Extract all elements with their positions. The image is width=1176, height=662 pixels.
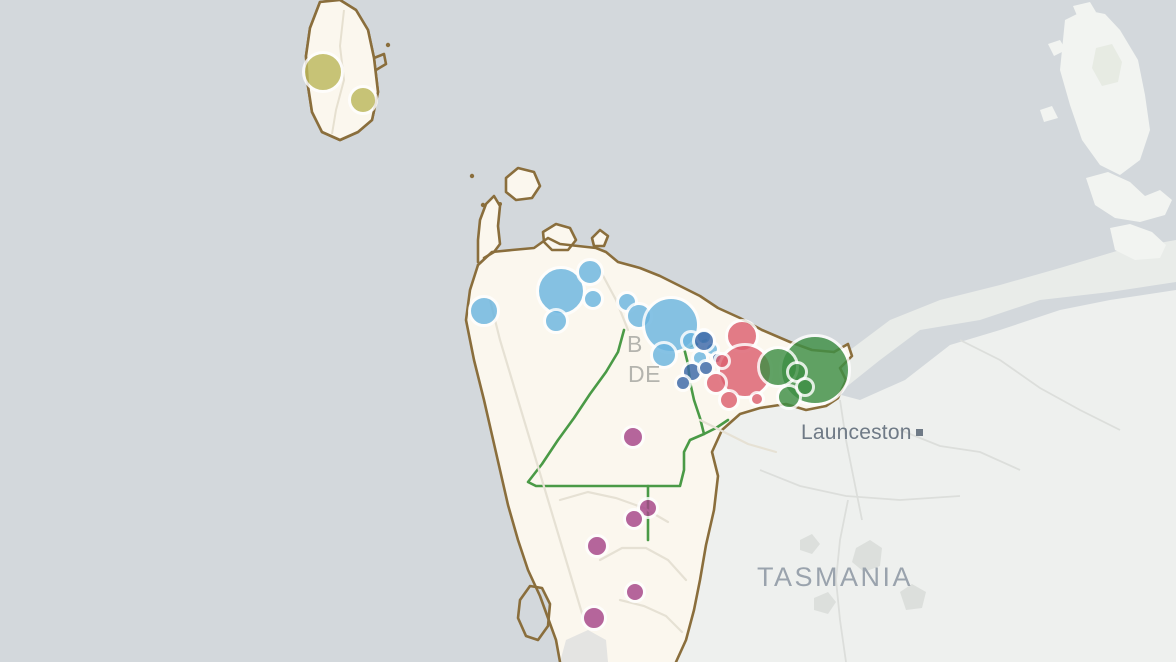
boundary-robbins: [541, 222, 578, 252]
data-bubble-blue_light[interactable]: [543, 308, 569, 334]
data-bubble-purple[interactable]: [621, 425, 645, 449]
city-marker-launceston: [916, 429, 923, 436]
roads-group: [488, 268, 778, 634]
data-bubble-blue_light[interactable]: [468, 295, 500, 327]
woolnorth-headland: [506, 168, 540, 200]
tasmania-northeast-inactive: [840, 240, 1176, 392]
data-bubble-red[interactable]: [718, 389, 740, 411]
data-bubble-purple[interactable]: [623, 508, 645, 530]
data-bubble-blue_light[interactable]: [576, 258, 604, 286]
road-east-link: [698, 418, 778, 454]
nw-islet-c: [498, 202, 502, 206]
flinders-islet-a: [1048, 40, 1066, 56]
lake-a: [852, 540, 882, 572]
cape-barren-island: [1110, 224, 1166, 260]
river-south-esk: [899, 429, 1021, 471]
nw-islet-a: [469, 173, 475, 179]
green-boundary-main: [526, 328, 706, 488]
kingisland-islet: [385, 42, 391, 48]
road-inland-c: [618, 598, 684, 634]
boundary-kingisland-notch: [372, 52, 388, 72]
road-midlands: [835, 499, 849, 662]
data-bubble-olive[interactable]: [348, 85, 378, 115]
data-bubble-purple[interactable]: [581, 605, 607, 631]
road-east-inactive: [759, 469, 961, 501]
boundary-woolnorth: [504, 166, 542, 202]
boundary-stanley: [590, 228, 610, 248]
inactive-lakes-group: [800, 534, 926, 614]
data-bubble-blue_light[interactable]: [650, 341, 678, 369]
flinders-island-south: [1086, 172, 1172, 222]
boundary-nw-coast: [464, 263, 562, 662]
data-bubble-red[interactable]: [749, 391, 765, 407]
inactive-features-group: [759, 339, 1121, 662]
data-bubble-blue_dark[interactable]: [674, 374, 692, 392]
lake-c: [814, 592, 836, 614]
data-bubble-blue_dark[interactable]: [692, 329, 716, 353]
data-bubble-olive[interactable]: [302, 51, 344, 93]
lake-b: [900, 584, 926, 610]
robbins-island: [543, 224, 576, 250]
data-bubble-green[interactable]: [795, 377, 815, 397]
flinders-islet-b: [1073, 2, 1096, 18]
boundary-north-coast: [476, 236, 836, 354]
road-ne-inactive: [959, 339, 1121, 431]
lake-d: [800, 534, 820, 554]
river-tamar: [839, 399, 863, 521]
road-coastal-nw: [488, 298, 586, 622]
flinders-island: [1060, 10, 1150, 175]
data-bubble-red[interactable]: [713, 352, 731, 370]
inland-grey-patch: [560, 630, 608, 662]
boundary-macquarie-inlet: [516, 584, 552, 642]
data-bubble-purple[interactable]: [585, 534, 609, 558]
data-bubble-blue_light[interactable]: [582, 288, 604, 310]
data-bubble-purple[interactable]: [624, 581, 646, 603]
flinders-inner-heath: [1092, 44, 1122, 86]
king-island-road: [331, 9, 346, 135]
flinders-islet-c: [1040, 106, 1058, 122]
boundary-nw-tip: [476, 194, 502, 264]
nw-islet-b: [480, 202, 486, 208]
road-inland-b: [598, 546, 688, 582]
